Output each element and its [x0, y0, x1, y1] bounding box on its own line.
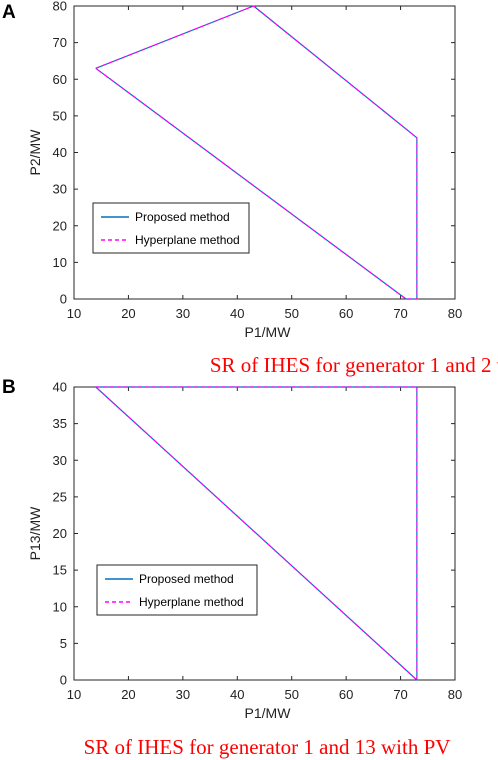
x-tick-label: 70 — [393, 306, 407, 321]
x-tick-label: 60 — [339, 306, 353, 321]
x-tick-label: 20 — [121, 306, 135, 321]
x-axis-label: P1/MW — [245, 705, 292, 721]
legend-box — [92, 202, 250, 254]
x-axis-label: P1/MW — [245, 324, 292, 340]
legend-label-0: Proposed method — [139, 572, 234, 586]
y-tick-label: 30 — [53, 182, 67, 197]
y-tick-label: 5 — [60, 636, 67, 651]
x-tick-label: 70 — [393, 687, 407, 702]
y-tick-label: 15 — [53, 563, 67, 578]
y-axis-label: P2/MW — [27, 129, 43, 176]
plot-area — [73, 386, 456, 681]
x-tick-label: 20 — [121, 687, 135, 702]
legend-label-0: Proposed method — [135, 210, 230, 224]
y-tick-label: 10 — [53, 599, 67, 614]
panel-a-letter: A — [2, 2, 16, 23]
y-tick-label: 30 — [53, 453, 67, 468]
y-tick-label: 80 — [53, 0, 67, 14]
x-tick-label: 60 — [339, 687, 353, 702]
x-tick-label: 40 — [230, 687, 244, 702]
chart-b-caption: SR of IHES for generator 1 and 13 with P… — [84, 735, 451, 759]
x-tick-label: 50 — [284, 687, 298, 702]
y-tick-label: 60 — [53, 72, 67, 87]
y-tick-label: 25 — [53, 489, 67, 504]
y-tick-label: 70 — [53, 35, 67, 50]
x-tick-label: 10 — [67, 306, 81, 321]
x-tick-label: 30 — [176, 687, 190, 702]
chart-a: 10 20 30 40 50 60 70 8001020304050607080P1/MWP2… — [27, 0, 462, 340]
panel-b-letter: B — [2, 377, 16, 398]
series-line-1 — [95, 5, 418, 300]
legend-box — [96, 564, 258, 616]
x-tick-label: 30 — [176, 306, 190, 321]
y-axis-label: P13/MW — [27, 506, 43, 560]
series-line-0 — [95, 386, 418, 681]
y-tick-label: 35 — [53, 416, 67, 431]
chart-a-caption: SR of IHES for generator 1 and 2 with PV — [210, 353, 498, 377]
x-tick-label: 50 — [284, 306, 298, 321]
legend-label-1: Hyperplane method — [135, 233, 240, 247]
y-tick-label: 20 — [53, 526, 67, 541]
y-tick-label: 0 — [60, 292, 67, 307]
y-tick-label: 40 — [53, 145, 67, 160]
x-tick-label: 80 — [448, 687, 462, 702]
x-tick-label: 80 — [448, 306, 462, 321]
y-tick-label: 40 — [53, 380, 67, 395]
y-tick-label: 10 — [53, 255, 67, 270]
x-tick-label: 10 — [67, 687, 81, 702]
legend-label-1: Hyperplane method — [139, 595, 244, 609]
y-tick-label: 0 — [60, 673, 67, 688]
y-tick-label: 50 — [53, 108, 67, 123]
y-tick-label: 20 — [53, 218, 67, 233]
x-tick-label: 40 — [230, 306, 244, 321]
chart-b: 10 20 30 40 50 60 70 800510152025303540P1/MWP13… — [27, 380, 462, 722]
plot-area — [73, 5, 456, 300]
